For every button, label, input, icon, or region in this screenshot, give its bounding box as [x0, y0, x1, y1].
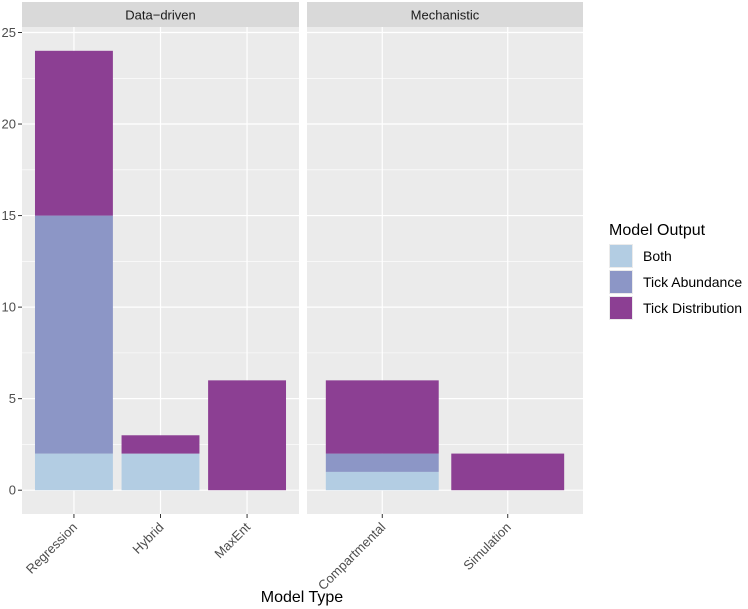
facet-strip-label: Data−driven [125, 8, 195, 23]
bar-segment-tick-distribution [208, 380, 287, 491]
x-tick-label: Compartmental [315, 519, 389, 593]
bar-segment-tick-abundance [325, 453, 439, 472]
legend-title: Model Output [609, 222, 706, 239]
legend-key [610, 245, 632, 267]
bar-segment-tick-distribution [121, 435, 200, 454]
bar-segment-tick-abundance [34, 215, 113, 454]
y-tick-label: 0 [9, 483, 16, 498]
legend-entry: Both [609, 244, 672, 268]
bar-segment-both [121, 453, 200, 491]
legend: Model Output Both Tick Abundance Tick Dist… [609, 222, 742, 320]
legend-key [610, 297, 632, 319]
x-axis-title: Model Type [261, 589, 344, 606]
y-tick-label: 25 [2, 25, 16, 40]
y-tick-label: 5 [9, 391, 16, 406]
legend-entry: Tick Abundance [609, 270, 742, 294]
x-tick-label: MaxEnt [211, 519, 253, 561]
legend-label: Tick Distribution [643, 300, 742, 316]
facet-strip-label: Mechanistic [411, 8, 480, 23]
x-tick-label: Hybrid [129, 520, 166, 557]
bar-segment-both [34, 453, 113, 491]
x-tick-label: Simulation [460, 520, 514, 574]
bar-segment-tick-distribution [325, 380, 439, 454]
legend-label: Tick Abundance [643, 274, 742, 290]
facet-strip [307, 2, 583, 27]
facet-panels: Regression Hybrid MaxEnt Data−driven Compart… [22, 2, 583, 593]
x-tick-label: Regression [23, 520, 80, 577]
legend-label: Both [643, 248, 672, 264]
bar-segment-tick-distribution [34, 50, 113, 216]
bar-segment-tick-distribution [451, 453, 565, 491]
y-tick-label: 20 [2, 117, 16, 132]
legend-key [610, 271, 632, 293]
y-tick-label: 10 [2, 300, 16, 315]
facet-panel: Regression Hybrid MaxEnt Data−driven [22, 2, 299, 577]
facet-strip [22, 2, 299, 27]
bar-segment-both [325, 471, 439, 491]
facet-panel: Compartmental Simulation Mechanistic [307, 2, 583, 593]
y-axis: 0 5 10 15 20 25 [2, 25, 22, 498]
legend-entry: Tick Distribution [609, 296, 742, 320]
y-tick-label: 15 [2, 208, 16, 223]
